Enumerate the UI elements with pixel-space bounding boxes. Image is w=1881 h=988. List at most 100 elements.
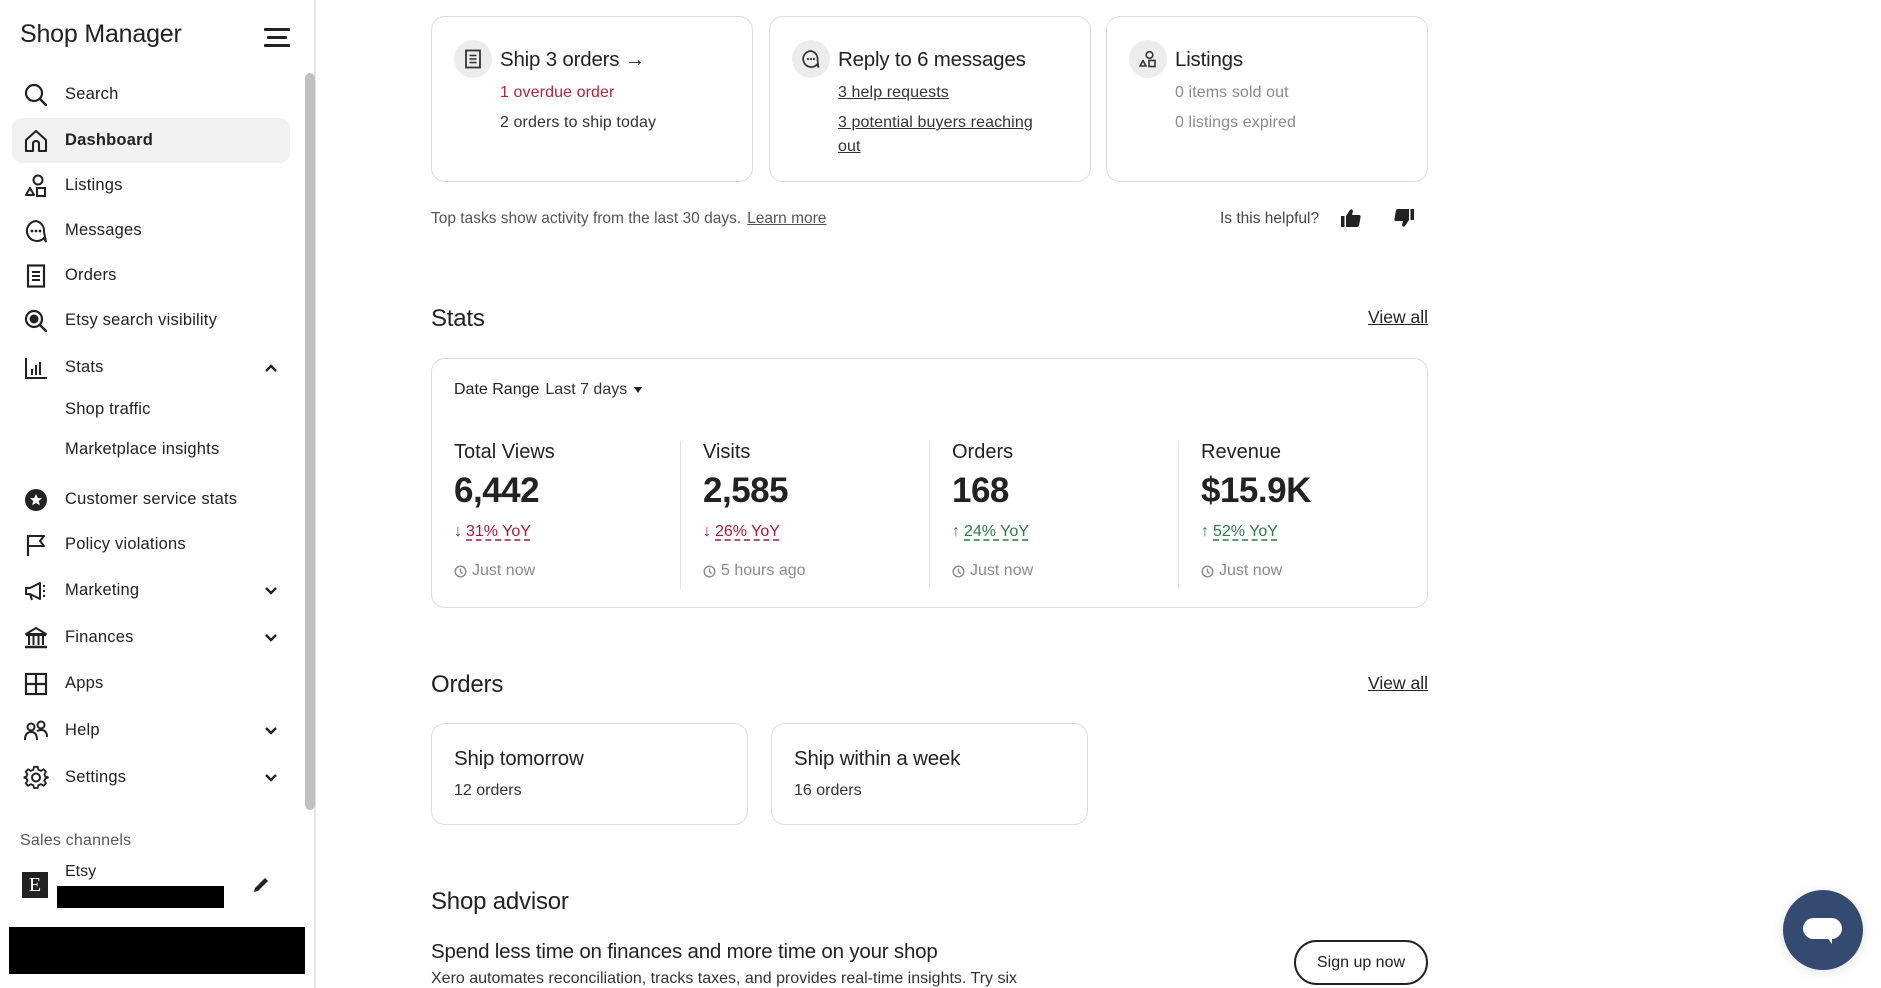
shapes-icon [1129,40,1167,78]
redacted-account-block [9,927,305,974]
sidebar-item-listings[interactable]: Listings [12,163,290,208]
dashboard-main: Ship 3 orders → 1 overdue order 2 orders… [318,0,1881,988]
sidebar-subitem-marketplace-insights[interactable]: Marketplace insights [65,440,220,458]
sign-up-now-button[interactable]: Sign up now [1294,940,1428,985]
advisor-body: Xero automates reconciliation, tracks ta… [431,970,1018,987]
menu-toggle-button[interactable] [264,26,290,48]
stats-card: Date Range Last 7 days Total Views 6,442 … [431,358,1428,608]
chat-button[interactable] [1783,890,1863,970]
sidebar-item-marketing[interactable]: Marketing [12,568,290,613]
date-range-value: Last 7 days [545,381,628,398]
date-range-label: Date Range [454,381,540,398]
clock-icon [952,564,965,578]
message-bubble-icon [792,40,830,78]
sidebar-item-policy-violations[interactable]: Policy violations [12,522,290,567]
edit-channel-button[interactable] [250,874,272,896]
sidebar-item-label: Policy violations [65,535,186,553]
metric-updated-text: Just now [970,562,1034,579]
orders-view-all-link[interactable]: View all [1368,673,1428,693]
sidebar-item-finances[interactable]: Finances [12,615,290,660]
metric-delta[interactable]: ↓ 31% YoY [454,523,531,541]
metric-delta-text: 24% YoY [964,523,1029,540]
task-title[interactable]: Ship 3 orders → [500,48,646,71]
metric-label: Visits [703,441,751,463]
order-card-title: Ship tomorrow [454,747,584,770]
sidebar-scrollbar[interactable] [305,73,315,810]
metric-delta[interactable]: ↑ 24% YoY [952,523,1029,541]
receipt-icon [454,40,492,78]
clock-icon [703,564,716,578]
date-range-dropdown[interactable]: Date Range Last 7 days [454,381,643,399]
hamburger-icon-line [264,44,290,47]
order-card-ship-tomorrow[interactable]: Ship tomorrow 12 orders [431,723,748,825]
task-title[interactable]: Reply to 6 messages [838,48,1026,71]
arrow-down-icon: ↓ [454,523,462,540]
sidebar-item-stats[interactable]: Stats [12,345,290,390]
metric-updated-text: 5 hours ago [721,562,806,579]
shapes-icon [22,172,50,200]
gear-icon [22,764,50,792]
metric-updated-text: Just now [472,562,536,579]
potential-buyers-link[interactable]: 3 potential buyers reaching [838,114,1033,131]
thumbs-down-button[interactable] [1392,207,1416,229]
thumbs-up-button[interactable] [1339,207,1363,229]
chevron-down-icon [264,584,278,598]
metric-updated-text: Just now [1219,562,1283,579]
order-card-count: 12 orders [454,782,522,799]
sales-channel-name[interactable]: Etsy [65,863,97,880]
sidebar-item-label: Search [65,85,119,103]
order-card-count: 16 orders [794,782,862,799]
sidebar-subitem-shop-traffic[interactable]: Shop traffic [65,400,151,418]
thumbs-down-icon [1394,209,1414,227]
people-icon [22,717,50,745]
sidebar-item-dashboard[interactable]: Dashboard [12,118,290,163]
home-icon [22,127,50,155]
sidebar-item-orders[interactable]: Orders [12,253,290,298]
metric-updated: Just now [952,562,1033,580]
help-requests-link[interactable]: 3 help requests [838,84,949,101]
chevron-down-icon [264,724,278,738]
task-card-ship-orders[interactable]: Ship 3 orders → 1 overdue order 2 orders… [431,16,753,182]
search-icon [22,81,50,109]
chat-bubble-icon [1803,918,1842,939]
sidebar-item-label: Dashboard [65,131,153,149]
sidebar-item-messages[interactable]: Messages [12,208,290,253]
task-card-reply-messages[interactable]: Reply to 6 messages 3 help requests 3 po… [769,16,1091,182]
learn-more-link[interactable]: Learn more [747,210,827,227]
stats-view-all-link[interactable]: View all [1368,307,1428,327]
sidebar-item-help[interactable]: Help [12,708,290,753]
chevron-down-icon [264,771,278,785]
sidebar-item-label: Apps [65,674,104,692]
bank-icon [22,624,50,652]
arrow-up-icon: ↑ [1201,523,1209,540]
sidebar-item-customer-service-stats[interactable]: Customer service stats [12,477,290,522]
sidebar-item-search[interactable]: Search [12,72,290,117]
sidebar-item-etsy-search-visibility[interactable]: Etsy search visibility [12,298,290,343]
metric-orders: Orders 168 ↑ 24% YoY Just now [929,441,1178,589]
metric-revenue: Revenue $15.9K ↑ 52% YoY Just now [1178,441,1427,589]
advisor-headline: Spend less time on finances and more tim… [431,940,938,963]
metric-label: Orders [952,441,1014,463]
megaphone-icon [22,577,50,605]
task-card-listings[interactable]: Listings 0 items sold out 0 listings exp… [1106,16,1428,182]
metric-updated: Just now [454,562,535,580]
expired-listings-text: 0 listings expired [1175,114,1296,131]
clock-icon [1201,564,1214,578]
sales-channels-heading: Sales channels [20,832,132,849]
task-title[interactable]: Listings [1175,48,1243,71]
sidebar-item-settings[interactable]: Settings [12,755,290,800]
sidebar-item-label: Orders [65,266,117,284]
thumbs-up-icon [1341,209,1361,227]
potential-buyers-link-cont[interactable]: out [838,138,861,155]
sidebar-item-label: Customer service stats [65,490,238,508]
order-card-ship-within-week[interactable]: Ship within a week 16 orders [771,723,1088,825]
shop-advisor-heading: Shop advisor [431,888,569,915]
metric-total-views: Total Views 6,442 ↓ 31% YoY Just now [432,441,681,589]
metric-delta[interactable]: ↓ 26% YoY [703,523,780,541]
clock-icon [454,564,467,578]
metric-delta-text: 26% YoY [715,523,780,540]
sidebar-item-apps[interactable]: Apps [12,661,290,706]
metric-delta[interactable]: ↑ 52% YoY [1201,523,1278,541]
metric-value: 6,442 [454,471,540,510]
arrow-up-icon: ↑ [952,523,960,540]
